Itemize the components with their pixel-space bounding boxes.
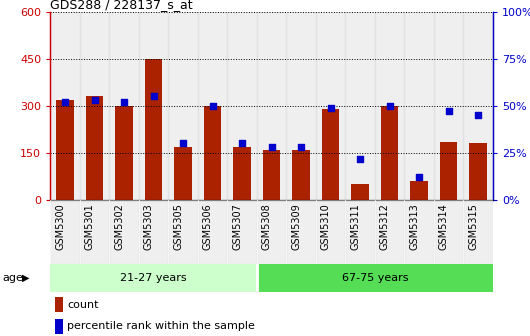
Text: percentile rank within the sample: percentile rank within the sample [67,322,255,331]
Bar [404,200,434,264]
Bar [50,264,257,292]
Bar [227,200,257,264]
Text: GSM5302: GSM5302 [114,203,124,250]
Point [179,141,188,146]
Text: GSM5303: GSM5303 [144,203,154,250]
Bar [375,12,404,200]
Point [356,156,365,161]
Text: 67-75 years: 67-75 years [342,273,408,283]
Bar [375,200,404,264]
Point [267,144,276,150]
Bar [469,143,487,200]
Bar [434,200,463,264]
Text: GSM5314: GSM5314 [439,203,448,250]
Text: GSM5311: GSM5311 [350,203,360,250]
Bar [109,200,139,264]
Bar [139,200,169,264]
Text: GSM5300: GSM5300 [55,203,65,250]
Point [385,103,394,109]
Bar [80,200,109,264]
Bar [198,200,227,264]
Text: GSM5307: GSM5307 [232,203,242,250]
Point [474,113,482,118]
Bar [410,181,428,200]
Text: ▶: ▶ [22,273,29,283]
Text: GSM5308: GSM5308 [262,203,271,250]
Bar [404,12,434,200]
Bar [109,12,139,200]
Point [415,175,423,180]
Bar [257,12,286,200]
Bar [169,200,198,264]
Bar [198,12,227,200]
Bar [50,12,80,200]
Bar [351,184,369,200]
Bar [257,200,286,264]
Text: 21-27 years: 21-27 years [120,273,187,283]
Point [326,105,335,111]
Bar [50,200,80,264]
Point [444,109,453,114]
Text: GSM5309: GSM5309 [291,203,301,250]
Point [90,97,99,103]
Bar [55,297,63,312]
Bar [292,150,310,200]
Point [297,144,305,150]
Bar [227,12,257,200]
Point [208,103,217,109]
Bar [139,12,169,200]
Bar [115,106,133,200]
Bar [286,200,316,264]
Bar [169,12,198,200]
Bar [174,146,192,200]
Text: GSM5315: GSM5315 [468,203,478,250]
Bar [346,12,375,200]
Point [149,94,158,99]
Bar [286,12,316,200]
Text: GSM5312: GSM5312 [379,203,390,250]
Bar [346,200,375,264]
Text: age: age [3,273,23,283]
Bar [86,96,103,200]
Text: GSM5306: GSM5306 [202,203,213,250]
Bar [381,106,399,200]
Bar [434,12,463,200]
Bar [233,146,251,200]
Bar [80,12,109,200]
Bar [463,12,493,200]
Bar [145,59,163,200]
Text: count: count [67,300,99,309]
Text: GSM5301: GSM5301 [85,203,94,250]
Bar [440,142,457,200]
Bar [257,264,493,292]
Bar [56,99,74,200]
Bar [463,200,493,264]
Bar [204,106,222,200]
Text: GSM5313: GSM5313 [409,203,419,250]
Point [238,141,246,146]
Text: GSM5310: GSM5310 [321,203,331,250]
Bar [316,12,346,200]
Bar [263,150,280,200]
Bar [316,200,346,264]
Bar [322,109,340,200]
Point [120,99,128,105]
Bar [55,319,63,334]
Text: GDS288 / 228137_s_at: GDS288 / 228137_s_at [50,0,193,11]
Point [61,99,69,105]
Text: GSM5305: GSM5305 [173,203,183,250]
